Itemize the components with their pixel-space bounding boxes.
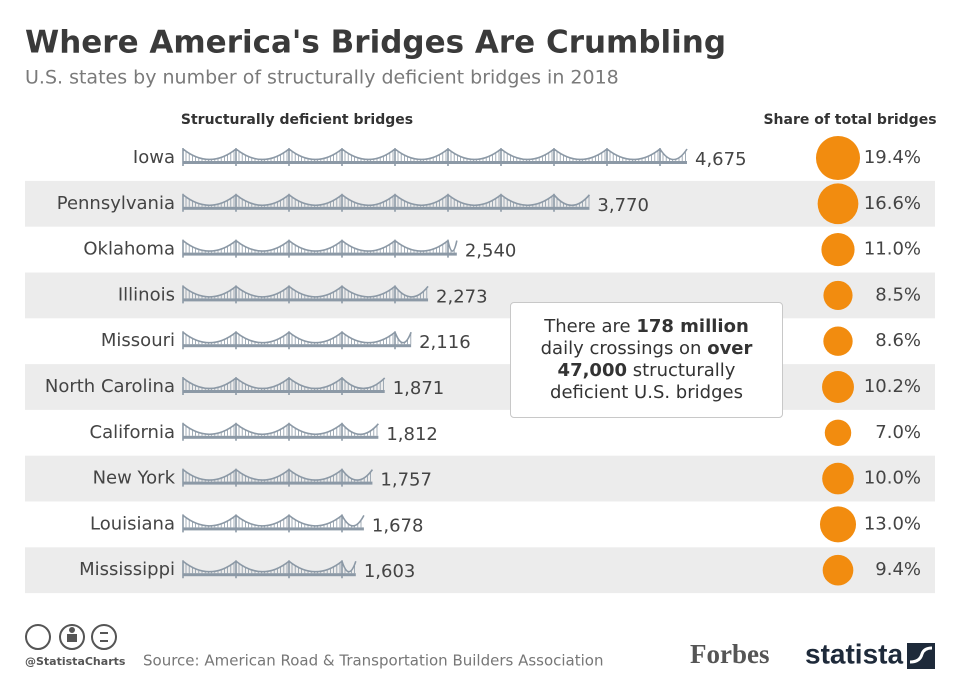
value-label: 1,757 [380,470,432,491]
bridge-bar [182,468,374,487]
share-label: 19.4% [864,147,921,168]
bridge-towers [182,422,379,441]
share-circle [824,419,852,447]
row-band [25,547,935,594]
value-label: 3,770 [597,195,649,216]
category-label: Oklahoma [83,239,175,260]
annotation-part: 178 million [636,316,749,337]
bridge-deck [183,298,429,302]
share-label: 10.2% [864,376,921,397]
value-label: 1,871 [393,378,445,399]
category-label: Mississippi [79,559,175,580]
category-label: New York [93,468,176,489]
bridge-deck [183,390,385,393]
bridge-deck [183,481,373,485]
share-label: 11.0% [864,239,921,260]
legend-entry: Share of total bridges [763,112,936,128]
annotation: There are 178 million daily crossings on… [510,302,783,418]
share-circle [822,554,854,586]
value-label: 2,273 [436,286,488,307]
value-label: 1,603 [364,561,416,582]
annotation-part: over 47,000 [557,338,753,381]
category-label: Missouri [101,330,175,351]
bridge-deck [183,206,590,210]
bridge-towers [182,148,688,166]
annotation-text: There are 178 million daily crossings on… [523,316,770,404]
share-label: 8.5% [875,284,921,305]
annotation-part: structurally deficient U.S. bridges [550,360,743,403]
share-circle [821,233,855,267]
bridge-bar [182,148,688,166]
value-label: 4,675 [695,149,747,170]
bridge-hangers [185,195,590,207]
row-band [25,364,935,410]
source: Source: American Road & Transportation B… [143,652,603,670]
bridge-towers [182,514,365,533]
bridge-towers [182,239,458,258]
bridge-towers [182,377,386,395]
brand-logo: statista [805,638,903,669]
bridge-bar [182,422,379,441]
handle: @StatistaCharts [25,655,126,668]
share-label: 7.0% [875,422,921,443]
value-label: 2,116 [419,332,471,353]
value-label: 1,812 [386,424,438,445]
bridge-deck [183,573,356,577]
category-label: California [90,422,175,443]
bridge-deck [183,435,379,439]
value-label: 1,678 [372,515,424,536]
share-circle [822,371,854,403]
share-circle [823,280,853,310]
share-circle [815,135,861,181]
annotation-part: daily crossings on [540,338,708,359]
bridge-towers [182,560,357,579]
share-label: 8.6% [875,330,921,351]
annotation-part: There are [544,316,637,337]
bridge-deck [183,252,457,256]
chart-title: Where America's Bridges Are Crumbling [25,25,726,61]
bridge-bar [182,331,412,350]
legend-entry: Structurally deficient bridges [181,112,413,128]
category-label: North Carolina [45,376,175,397]
bridge-bar [182,239,458,258]
bridge-deck [183,344,412,348]
bridge-deck [183,161,687,164]
category-label: Iowa [133,147,175,168]
publisher-logo: Forbes [690,639,769,669]
bridge-towers [182,331,412,350]
bridge-bar [182,193,591,212]
share-label: 9.4% [875,559,921,580]
share-label: 13.0% [864,513,921,534]
bridge-bar [182,560,357,579]
bridge-bar [182,514,365,533]
share-label: 10.0% [864,468,921,489]
bridge-bar [182,285,429,304]
cc-icons [25,624,117,650]
share-circle [817,183,859,225]
row-band [25,455,935,502]
row-band [25,180,935,227]
bridge-towers [182,468,374,487]
share-circle [819,506,857,543]
bridge-towers [182,193,591,212]
category-label: Illinois [118,284,175,305]
brand-icon [907,643,935,669]
bridge-deck [183,527,364,531]
share-circle [822,462,854,495]
category-label: Pennsylvania [57,193,175,214]
bridge-hangers [185,471,371,482]
bridge-towers [182,285,429,304]
row-band [25,272,935,319]
chart-subtitle: U.S. states by number of structurally de… [25,67,619,89]
share-circle [823,326,853,356]
value-label: 2,540 [465,241,517,262]
category-label: Louisiana [90,513,175,534]
share-label: 16.6% [864,193,921,214]
bridge-bar [182,377,386,395]
